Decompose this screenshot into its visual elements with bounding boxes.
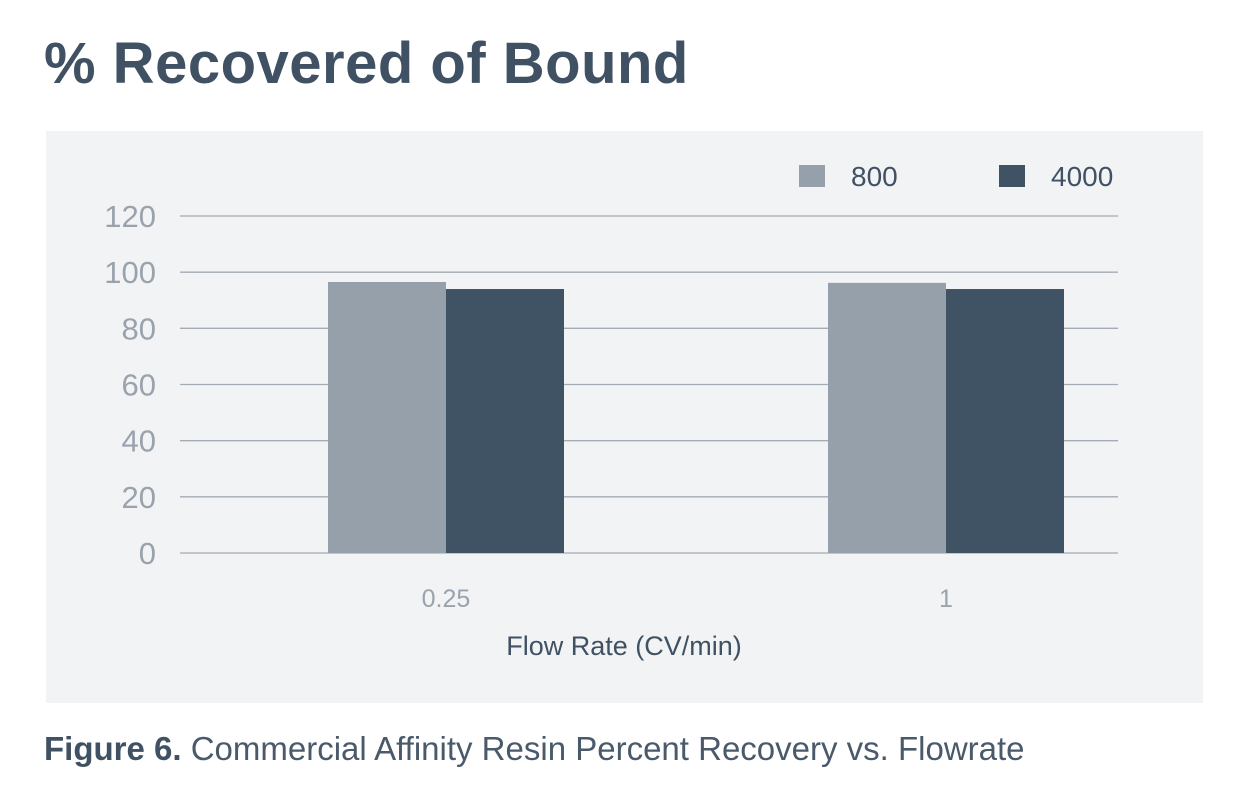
x-tick-label: 1 [939, 585, 953, 613]
y-tick-label: 60 [122, 368, 156, 403]
y-tick-label: 20 [122, 480, 156, 515]
bar-4000-1 [946, 289, 1064, 553]
bars [328, 281, 1064, 553]
y-tick-label: 80 [122, 311, 156, 346]
y-tick-label: 100 [104, 255, 156, 290]
x-tick-label: 0.25 [422, 585, 471, 613]
figure-caption: Figure 6. Commercial Affinity Resin Perc… [44, 730, 1025, 768]
legend-swatch-800 [799, 165, 825, 187]
legend-label-800: 800 [851, 161, 898, 192]
caption-text: Commercial Affinity Resin Percent Recove… [190, 730, 1025, 767]
y-tick-label: 40 [122, 424, 156, 459]
x-axis-label: Flow Rate (CV/min) [506, 631, 742, 661]
x-axis-ticks: 0.25 1 [422, 585, 953, 613]
chart-panel: 0 20 40 60 80 100 120 0.25 1 800 4000 Flow Rate … [46, 131, 1203, 703]
page-title: % Recovered of Bound [44, 31, 689, 96]
legend-label-4000: 4000 [1051, 161, 1113, 192]
bar-4000-0.25 [446, 289, 564, 553]
legend-swatch-4000 [999, 165, 1025, 187]
y-tick-label: 120 [104, 199, 156, 234]
bar-chart: 0 20 40 60 80 100 120 0.25 1 800 4000 Flow Rate … [104, 161, 1118, 661]
bar-800-0.25 [328, 281, 446, 553]
caption-label: Figure 6. [44, 730, 182, 767]
y-tick-label: 0 [139, 536, 156, 571]
legend: 800 4000 [799, 161, 1113, 192]
bar-800-1 [828, 282, 946, 553]
y-axis-ticks: 0 20 40 60 80 100 120 [104, 199, 156, 571]
